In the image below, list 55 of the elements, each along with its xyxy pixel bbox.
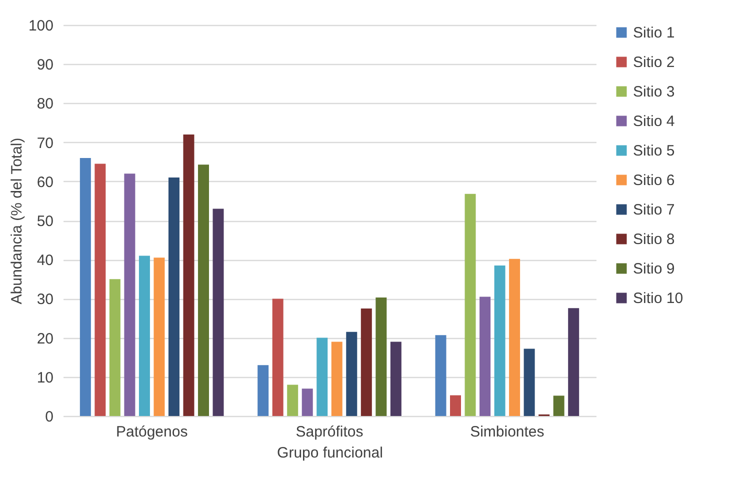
bar xyxy=(524,348,535,416)
bar xyxy=(124,174,136,416)
bar xyxy=(258,365,269,416)
y-tick-label: 40 xyxy=(36,252,54,270)
legend-label: Sitio 7 xyxy=(633,202,675,218)
y-tick-label: 0 xyxy=(45,408,54,426)
bar xyxy=(183,134,194,416)
y-tick-label: 80 xyxy=(36,96,54,113)
y-tick-label: 70 xyxy=(36,134,54,152)
legend-label: Sitio 8 xyxy=(633,231,675,248)
bar xyxy=(390,342,402,416)
y-tick-label: 90 xyxy=(36,56,54,74)
bar xyxy=(272,298,284,416)
bar xyxy=(346,332,358,416)
bar xyxy=(212,208,224,416)
bar xyxy=(94,164,106,416)
bar xyxy=(198,164,209,416)
bar xyxy=(287,384,298,416)
legend-label: Sitio 3 xyxy=(633,84,675,100)
legend-label: Sitio 9 xyxy=(633,260,675,278)
bar xyxy=(509,258,520,416)
bar xyxy=(494,265,506,416)
y-tick-label: 30 xyxy=(36,291,54,308)
bar xyxy=(450,395,462,416)
bar xyxy=(316,338,328,416)
legend-label: Sitio 10 xyxy=(633,290,684,307)
bar xyxy=(360,308,372,416)
y-tick-label: 100 xyxy=(28,18,54,34)
legend-label: Sitio 5 xyxy=(633,142,675,160)
y-tick-label: 10 xyxy=(36,369,54,386)
bar xyxy=(553,396,564,416)
bar xyxy=(435,335,446,416)
x-tick-label: Simbiontes xyxy=(470,424,544,440)
x-tick-label: Patógenos xyxy=(116,424,188,440)
legend-label: Sitio 2 xyxy=(633,54,675,71)
bar xyxy=(138,256,150,416)
bar xyxy=(168,177,180,416)
bar xyxy=(302,388,313,416)
y-tick-label: 60 xyxy=(36,174,54,191)
bar xyxy=(568,308,580,416)
bar xyxy=(480,296,491,416)
legend-label: Sitio 6 xyxy=(633,172,675,189)
y-tick-label: 20 xyxy=(36,330,54,348)
legend-label: Sitio 1 xyxy=(633,24,675,42)
bar xyxy=(109,279,120,416)
x-tick-label: Saprófitos xyxy=(296,424,364,440)
y-tick-label: 50 xyxy=(36,213,54,230)
bar xyxy=(80,158,91,416)
bar xyxy=(376,298,387,416)
bar xyxy=(331,342,342,416)
x-axis-title: Grupo funcional xyxy=(277,444,383,462)
bar xyxy=(154,258,165,416)
y-axis-title: Abundancia (% del Total) xyxy=(8,138,26,304)
bar xyxy=(464,194,476,416)
legend-label: Sitio 4 xyxy=(633,113,675,130)
